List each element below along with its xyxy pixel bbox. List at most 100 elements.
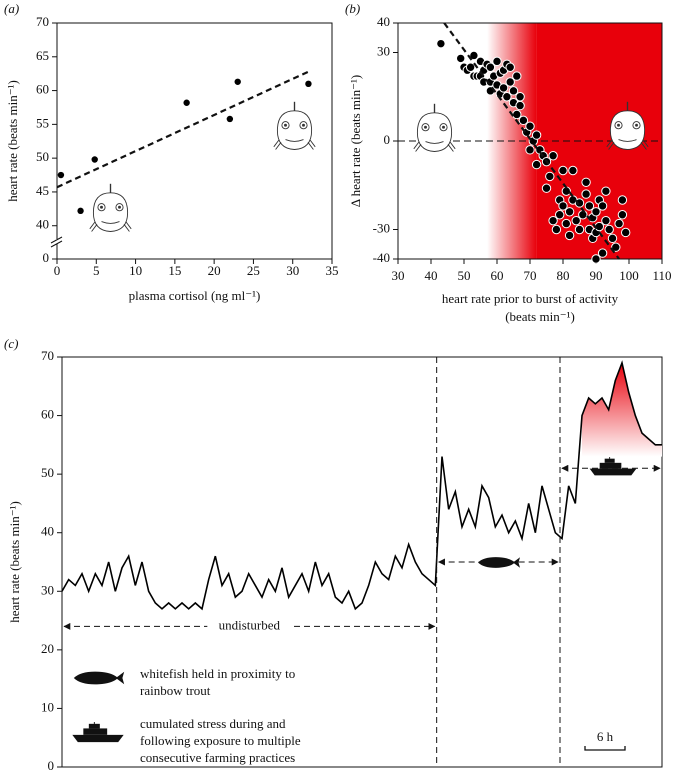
legend-label: rainbow trout [140, 683, 211, 698]
y-tick-label: 60 [36, 82, 49, 97]
data-point [91, 156, 98, 163]
data-point [492, 56, 502, 67]
scale-bar [584, 746, 626, 751]
data-point [469, 50, 479, 61]
x-tick-label: 25 [247, 263, 260, 278]
legend-label: whitefish held in proximity to [140, 666, 295, 681]
plot-frame [56, 22, 333, 260]
data-point [515, 92, 525, 102]
data-point [555, 210, 565, 220]
data-point [581, 189, 591, 199]
data-point [591, 207, 601, 217]
data-point [541, 183, 552, 193]
x-axis-label: (beats min⁻¹) [505, 309, 575, 324]
x-tick-label: 15 [168, 263, 181, 278]
data-point [558, 201, 568, 211]
data-point [564, 230, 575, 241]
data-point [485, 62, 496, 72]
fish-face [89, 183, 132, 233]
y-axis-label: heart rate (beats min⁻¹) [7, 501, 22, 623]
data-point [525, 145, 535, 155]
boat-icon [589, 457, 637, 476]
data-point [508, 86, 519, 96]
y-tick-label: 40 [41, 524, 54, 539]
y-axis-label: Δ heart rate (beats min⁻¹) [348, 75, 363, 207]
y-tick-label: 65 [36, 48, 49, 63]
y-tick-label: 45 [36, 183, 49, 198]
data-point [584, 201, 595, 211]
x-tick-label: 40 [425, 268, 438, 283]
data-point [581, 177, 591, 188]
data-point [531, 130, 542, 140]
x-tick-label: 20 [208, 263, 221, 278]
data-point [502, 92, 512, 102]
data-point [525, 121, 535, 131]
y-tick-label: 70 [41, 348, 54, 363]
y-tick-label: 30 [377, 43, 390, 58]
trend-line [56, 70, 309, 189]
data-point [604, 224, 614, 235]
data-point [518, 115, 529, 126]
data-point [551, 224, 562, 235]
y-tick-label: 70 [36, 14, 49, 29]
panel-label: (b) [345, 1, 360, 16]
data-point [607, 233, 618, 244]
data-point [601, 215, 611, 226]
data-point [234, 78, 241, 85]
data-point [597, 201, 608, 211]
x-tick-label: 5 [93, 263, 100, 278]
x-tick-label: 50 [458, 268, 471, 283]
data-point [531, 159, 542, 170]
y-tick-label: -40 [373, 250, 390, 265]
axis-break [50, 236, 63, 244]
y-tick-label: 60 [41, 407, 54, 422]
data-point [57, 171, 65, 179]
data-point [591, 254, 601, 264]
y-axis-label: heart rate (beats min⁻¹) [5, 80, 20, 202]
data-point [77, 207, 84, 215]
data-point [558, 165, 568, 176]
trend-line [443, 22, 620, 260]
data-point [515, 100, 525, 111]
x-tick-label: 35 [326, 263, 339, 278]
x-tick-label: 30 [286, 263, 299, 278]
x-tick-label: 100 [619, 268, 639, 283]
data-point [571, 215, 581, 226]
x-tick-label: 80 [557, 268, 570, 283]
x-tick-label: 70 [524, 268, 537, 283]
plot-frame [61, 356, 663, 768]
y-tick-label: 10 [41, 699, 54, 714]
x-tick-label: 60 [491, 268, 504, 283]
panel-label: (a) [4, 1, 19, 16]
axis-break-gap [51, 239, 63, 244]
y-tick-label: 50 [41, 465, 54, 480]
data-point [574, 198, 585, 208]
data-point [512, 71, 522, 81]
data-point [505, 62, 515, 72]
y-tick-label: 40 [36, 217, 49, 232]
data-point [183, 99, 190, 106]
y-tick-label: 20 [41, 641, 54, 656]
data-point [548, 215, 558, 226]
data-point [505, 77, 515, 87]
data-point [611, 242, 621, 252]
data-point [226, 115, 234, 123]
legend-label: following exposure to multiple [140, 733, 301, 748]
y-tick-label: 0 [384, 132, 391, 147]
data-point [548, 151, 558, 161]
data-point [305, 80, 312, 88]
data-point [564, 207, 575, 217]
data-point [436, 38, 446, 49]
axis-break [50, 240, 63, 248]
scale-bar-label: 6 h [597, 729, 614, 744]
x-tick-label: 90 [590, 268, 603, 283]
data-point [498, 83, 509, 93]
legend-boat-icon [71, 722, 125, 743]
y-tick-label: 50 [36, 149, 49, 164]
legend-label: consecutive farming practices [140, 750, 295, 765]
x-tick-label: 30 [392, 268, 405, 283]
y-tick-label: 40 [377, 14, 390, 29]
x-axis-label: heart rate prior to burst of activity [442, 291, 619, 306]
data-point [617, 210, 628, 220]
data-point [574, 224, 585, 235]
